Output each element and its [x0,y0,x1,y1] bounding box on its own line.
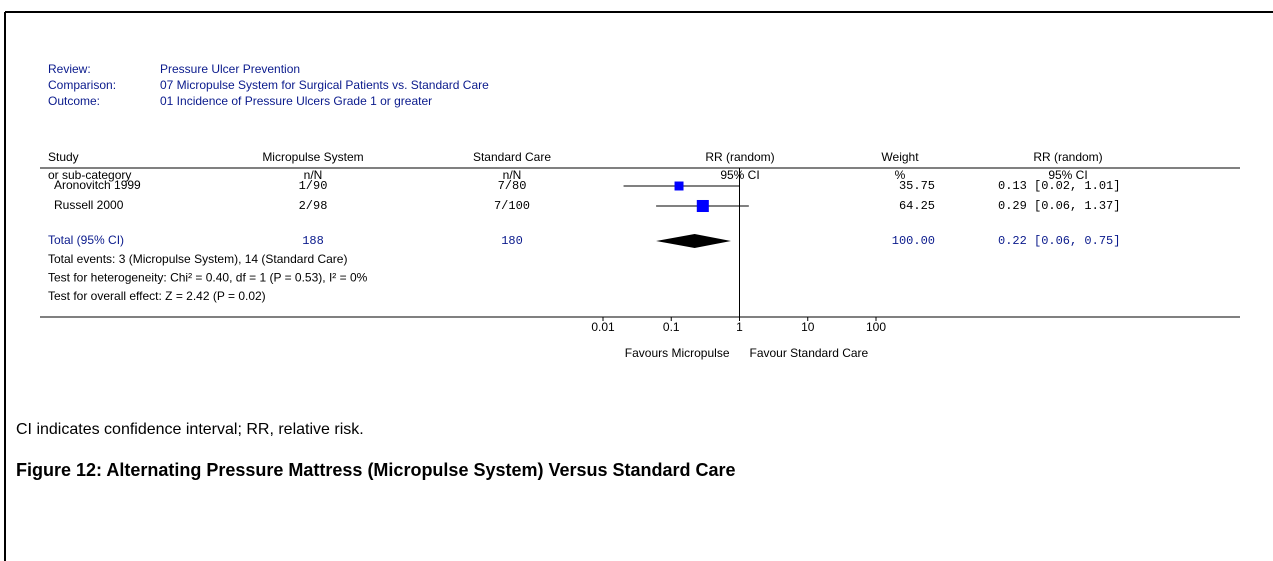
x-tick-label: 1 [736,320,743,334]
column-header: % [895,168,906,182]
column-header: 95% CI [1048,168,1087,182]
control: 7/100 [494,199,530,213]
total-diamond [656,234,731,248]
review-value: 01 Incidence of Pressure Ulcers Grade 1 … [160,94,432,108]
x-tick-label: 0.01 [591,320,615,334]
favours-left: Favours Micropulse [625,346,730,360]
review-label: Outcome: [48,94,100,108]
x-tick-label: 10 [801,320,815,334]
rr-label: 0.13 [0.02, 1.01] [998,179,1120,193]
note: Test for overall effect: Z = 2.42 (P = 0… [48,289,266,303]
total-control: 180 [501,234,523,248]
total-name: Total (95% CI) [48,233,124,247]
note: Test for heterogeneity: Chi² = 0.40, df … [48,271,368,285]
column-header: or sub-category [48,168,131,182]
treatment: 2/98 [299,199,328,213]
column-header: Standard Care [473,150,551,164]
total-treatment: 188 [302,234,324,248]
weight: 35.75 [899,179,935,193]
column-header: n/N [503,168,522,182]
figure-title: Figure 12: Alternating Pressure Mattress… [16,460,736,480]
column-header: Weight [881,150,919,164]
caption: CI indicates confidence interval; RR, re… [16,421,364,438]
study-square [674,181,684,191]
review-label: Comparison: [48,78,116,92]
control: 7/80 [498,179,527,193]
weight: 64.25 [899,199,935,213]
study-name: Russell 2000 [54,198,124,212]
column-header: RR (random) [1033,150,1102,164]
column-header: Micropulse System [262,150,363,164]
column-header: RR (random) [705,150,774,164]
study-square [696,199,709,213]
x-tick-label: 0.1 [663,320,680,334]
study-name: Aronovitch 1999 [54,178,141,192]
total-rr-label: 0.22 [0.06, 0.75] [998,234,1120,248]
column-header: n/N [304,168,323,182]
review-value: 07 Micropulse System for Surgical Patien… [160,78,489,92]
total-weight: 100.00 [892,234,935,248]
treatment: 1/90 [299,179,328,193]
rr-label: 0.29 [0.06, 1.37] [998,199,1120,213]
review-label: Review: [48,62,91,76]
review-value: Pressure Ulcer Prevention [160,62,300,76]
column-header: Study [48,150,79,164]
note: Total events: 3 (Micropulse System), 14 … [48,252,347,266]
x-tick-label: 100 [866,320,886,334]
favours-right: Favour Standard Care [750,346,869,360]
